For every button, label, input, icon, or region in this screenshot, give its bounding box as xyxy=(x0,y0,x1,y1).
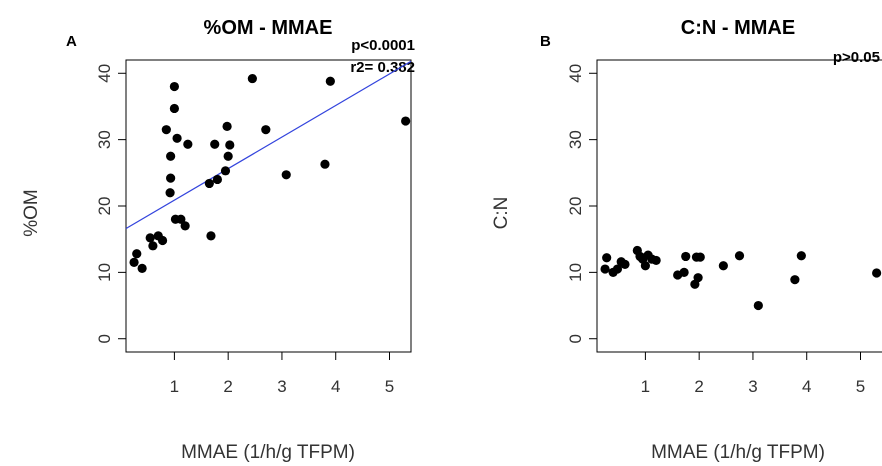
data-point xyxy=(753,300,763,311)
data-point xyxy=(223,151,233,161)
panel-b-title: C:N - MMAE xyxy=(681,17,795,39)
y-tick-label: 30 xyxy=(566,130,585,149)
panel-b: B C:N - MMAE p>0.05 MMAE (1/h/g TFPM) C:… xyxy=(491,17,882,463)
panel-a-y-axis-label: %OM xyxy=(21,189,42,237)
data-point xyxy=(602,253,612,263)
data-point xyxy=(129,257,139,268)
data-point xyxy=(734,251,745,261)
data-point xyxy=(176,214,186,224)
y-tick-label: 40 xyxy=(566,64,585,83)
data-point xyxy=(157,235,168,246)
data-point xyxy=(325,76,335,86)
data-point xyxy=(401,116,411,126)
panel-b-p-value: p>0.05 xyxy=(833,49,880,66)
data-point xyxy=(612,264,623,274)
panel-a-r2-value: r2= 0.382 xyxy=(350,59,415,76)
data-point xyxy=(320,159,330,169)
panel-a-letter: A xyxy=(66,33,77,50)
data-point xyxy=(180,221,190,231)
x-tick-label: 5 xyxy=(856,377,865,396)
plot-frame xyxy=(125,59,412,353)
x-tick-label: 3 xyxy=(277,377,286,396)
data-point xyxy=(679,267,689,277)
y-tick-label: 30 xyxy=(95,130,114,149)
data-point xyxy=(145,233,155,243)
data-point xyxy=(790,275,800,285)
panel-a-p-value: p<0.0001 xyxy=(351,37,415,54)
data-point xyxy=(212,174,223,185)
y-tick-label: 40 xyxy=(95,64,114,83)
data-point xyxy=(204,178,214,189)
x-tick-label: 2 xyxy=(223,377,232,396)
y-tick-label: 0 xyxy=(95,334,114,343)
plot-frame xyxy=(596,59,882,353)
data-point xyxy=(210,139,220,149)
y-tick-label: 10 xyxy=(95,263,114,282)
data-point xyxy=(651,255,661,266)
data-point xyxy=(206,231,216,241)
data-point xyxy=(796,251,806,261)
y-tick-label: 20 xyxy=(566,197,585,216)
data-point xyxy=(148,241,158,251)
data-point xyxy=(872,268,882,278)
data-point xyxy=(600,264,610,274)
y-tick-label: 10 xyxy=(566,263,585,282)
data-point xyxy=(695,252,705,262)
data-point xyxy=(166,173,176,183)
panel-b-y-axis-label: C:N xyxy=(491,197,512,230)
data-point xyxy=(165,188,175,198)
data-point xyxy=(132,249,142,259)
data-point xyxy=(172,133,182,143)
panel-b-x-axis-label: MMAE (1/h/g TFPM) xyxy=(651,442,825,463)
data-point xyxy=(681,251,691,262)
x-tick-label: 3 xyxy=(748,377,757,396)
panel-a-x-axis-label: MMAE (1/h/g TFPM) xyxy=(181,442,355,463)
data-point xyxy=(693,273,703,283)
data-point xyxy=(161,125,171,135)
data-point xyxy=(137,263,147,273)
y-tick-label: 20 xyxy=(95,197,114,216)
data-point xyxy=(169,81,179,92)
data-point xyxy=(247,73,257,84)
data-point xyxy=(222,121,232,131)
data-point xyxy=(620,259,630,269)
x-tick-label: 5 xyxy=(385,377,394,396)
data-point xyxy=(640,261,650,271)
x-tick-label: 4 xyxy=(802,377,811,396)
x-tick-label: 2 xyxy=(694,377,703,396)
data-point xyxy=(220,166,231,176)
y-tick-label: 0 xyxy=(566,334,585,343)
data-point xyxy=(225,140,235,150)
regression-line xyxy=(125,60,412,230)
panel-a-title: %OM - MMAE xyxy=(204,17,333,39)
data-point xyxy=(166,151,176,161)
data-point xyxy=(169,103,179,114)
data-point xyxy=(718,261,728,271)
x-tick-label: 1 xyxy=(641,377,650,396)
x-tick-label: 1 xyxy=(170,377,179,396)
x-tick-label: 4 xyxy=(331,377,340,396)
data-point xyxy=(183,139,193,149)
data-point xyxy=(281,170,291,180)
data-point xyxy=(261,125,271,135)
panel-a: A %OM - MMAE p<0.0001 r2= 0.382 MMAE (1/… xyxy=(21,17,415,463)
panel-b-letter: B xyxy=(540,33,551,50)
